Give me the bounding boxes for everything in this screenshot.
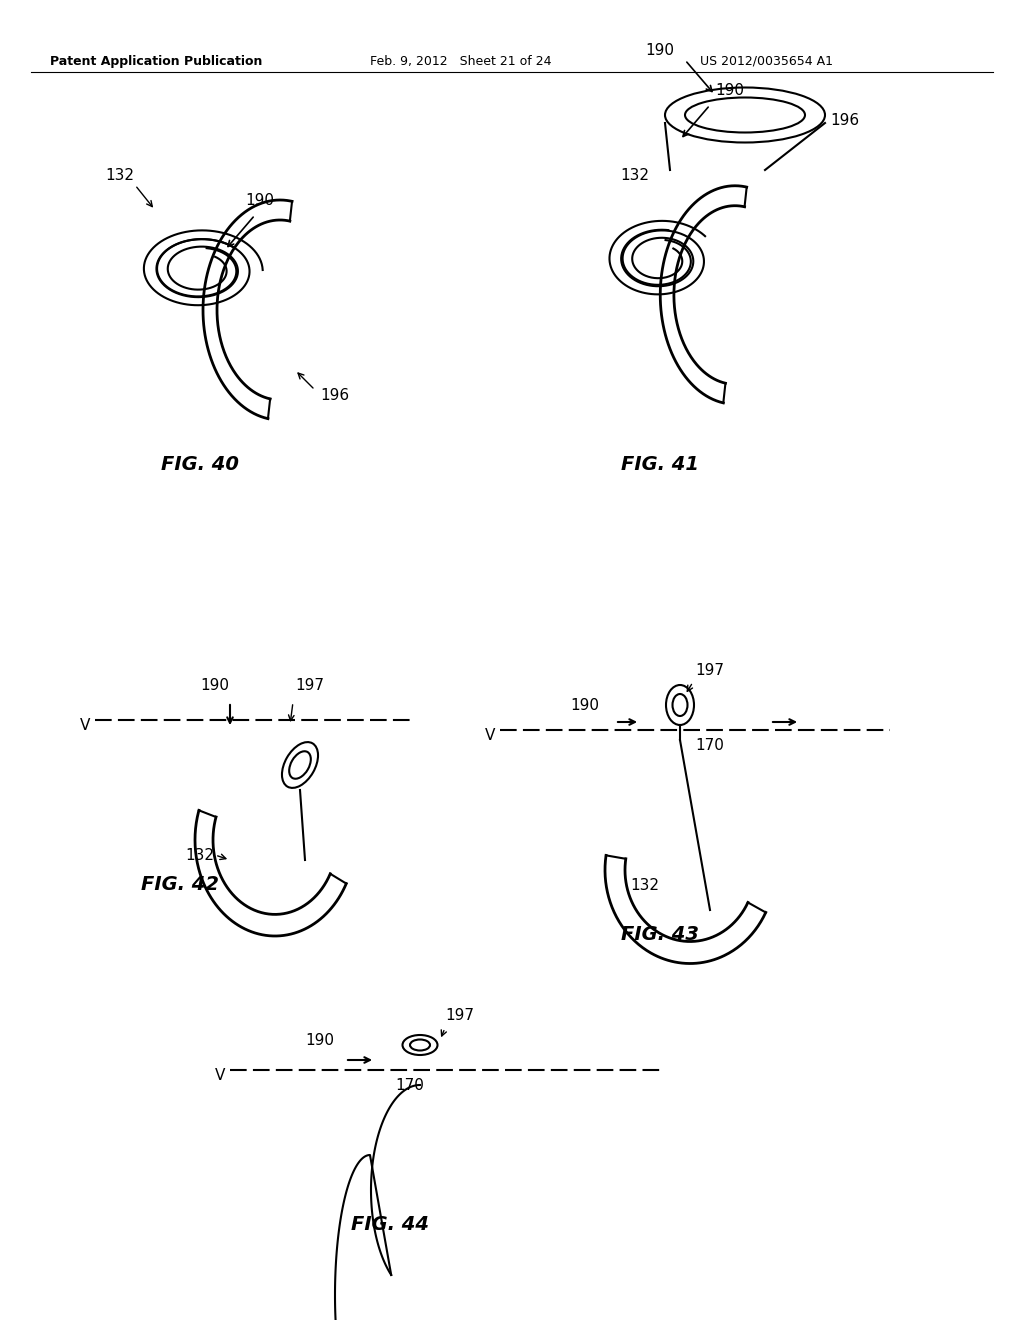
- Text: 190: 190: [200, 678, 229, 693]
- Text: 170: 170: [395, 1078, 424, 1093]
- Text: FIG. 41: FIG. 41: [621, 455, 699, 474]
- Text: 197: 197: [295, 678, 324, 693]
- Text: FIG. 43: FIG. 43: [621, 925, 699, 944]
- Text: 197: 197: [695, 663, 724, 678]
- Text: 190: 190: [246, 193, 274, 209]
- Text: 197: 197: [445, 1008, 474, 1023]
- Text: 132: 132: [630, 878, 659, 894]
- Text: V: V: [80, 718, 90, 733]
- Text: 190: 190: [715, 83, 744, 98]
- Text: FIG. 44: FIG. 44: [351, 1214, 429, 1234]
- Text: Feb. 9, 2012   Sheet 21 of 24: Feb. 9, 2012 Sheet 21 of 24: [370, 55, 552, 69]
- Text: 196: 196: [319, 388, 349, 403]
- Text: 190: 190: [570, 698, 599, 713]
- Text: V: V: [485, 729, 496, 743]
- Text: V: V: [215, 1068, 225, 1082]
- Text: 132: 132: [620, 168, 649, 183]
- Text: FIG. 42: FIG. 42: [141, 875, 219, 894]
- Text: FIG. 40: FIG. 40: [161, 455, 239, 474]
- Text: 170: 170: [695, 738, 724, 752]
- Text: 190: 190: [305, 1034, 334, 1048]
- Text: 132: 132: [185, 847, 214, 863]
- Text: Patent Application Publication: Patent Application Publication: [50, 55, 262, 69]
- Text: 132: 132: [105, 168, 134, 183]
- Text: 196: 196: [830, 114, 859, 128]
- Text: 190: 190: [645, 44, 674, 58]
- Text: US 2012/0035654 A1: US 2012/0035654 A1: [700, 55, 833, 69]
